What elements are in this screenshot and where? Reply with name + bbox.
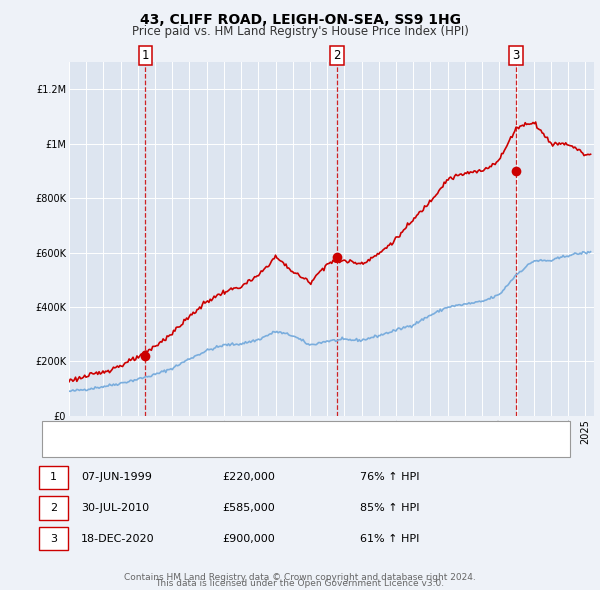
Text: £900,000: £900,000 bbox=[222, 534, 275, 543]
Text: 07-JUN-1999: 07-JUN-1999 bbox=[81, 473, 152, 482]
Text: 18-DEC-2020: 18-DEC-2020 bbox=[81, 534, 155, 543]
Text: 3: 3 bbox=[512, 49, 520, 62]
Text: £585,000: £585,000 bbox=[222, 503, 275, 513]
Text: 85% ↑ HPI: 85% ↑ HPI bbox=[360, 503, 419, 513]
Text: 2: 2 bbox=[334, 49, 341, 62]
Text: 76% ↑ HPI: 76% ↑ HPI bbox=[360, 473, 419, 482]
Text: 1: 1 bbox=[50, 473, 57, 482]
Text: 43, CLIFF ROAD, LEIGH-ON-SEA, SS9 1HG: 43, CLIFF ROAD, LEIGH-ON-SEA, SS9 1HG bbox=[139, 13, 461, 27]
Text: This data is licensed under the Open Government Licence v3.0.: This data is licensed under the Open Gov… bbox=[155, 579, 445, 588]
Text: 1: 1 bbox=[142, 49, 149, 62]
Text: 61% ↑ HPI: 61% ↑ HPI bbox=[360, 534, 419, 543]
Text: 2: 2 bbox=[50, 503, 57, 513]
Text: Price paid vs. HM Land Registry's House Price Index (HPI): Price paid vs. HM Land Registry's House … bbox=[131, 25, 469, 38]
Text: HPI: Average price, detached house, Southend-on-Sea: HPI: Average price, detached house, Sout… bbox=[90, 442, 393, 452]
Text: £220,000: £220,000 bbox=[222, 473, 275, 482]
Text: Contains HM Land Registry data © Crown copyright and database right 2024.: Contains HM Land Registry data © Crown c… bbox=[124, 573, 476, 582]
Text: 43, CLIFF ROAD, LEIGH-ON-SEA, SS9 1HG (detached house): 43, CLIFF ROAD, LEIGH-ON-SEA, SS9 1HG (d… bbox=[90, 426, 422, 436]
Text: 3: 3 bbox=[50, 534, 57, 543]
Text: 30-JUL-2010: 30-JUL-2010 bbox=[81, 503, 149, 513]
